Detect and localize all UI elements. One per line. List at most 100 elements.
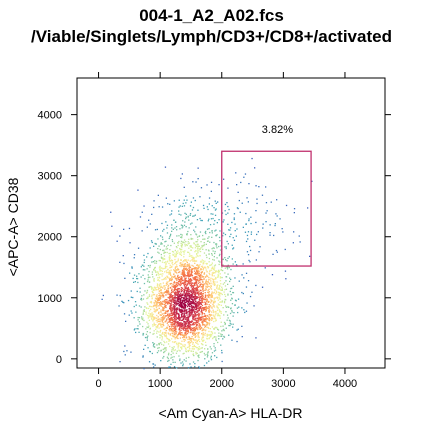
data-point bbox=[160, 323, 162, 325]
data-point bbox=[170, 233, 172, 235]
data-point bbox=[160, 324, 162, 326]
data-point bbox=[189, 283, 191, 285]
data-point bbox=[160, 349, 162, 351]
data-point bbox=[182, 202, 184, 205]
data-point bbox=[171, 341, 174, 343]
data-point bbox=[174, 349, 176, 351]
data-point bbox=[210, 213, 212, 215]
data-point bbox=[174, 299, 176, 302]
data-point bbox=[183, 266, 185, 268]
data-point bbox=[202, 318, 205, 320]
activated-gate[interactable] bbox=[221, 150, 312, 267]
data-point bbox=[178, 333, 180, 336]
data-point bbox=[152, 289, 155, 291]
data-point bbox=[173, 328, 175, 330]
data-point bbox=[151, 315, 153, 318]
data-point bbox=[213, 256, 215, 258]
data-point bbox=[198, 290, 200, 293]
data-point bbox=[208, 277, 210, 279]
data-point bbox=[178, 301, 180, 303]
data-point bbox=[217, 274, 219, 276]
data-point bbox=[146, 280, 149, 283]
data-point bbox=[217, 299, 219, 301]
data-point bbox=[206, 286, 208, 288]
data-point bbox=[171, 319, 173, 322]
data-point bbox=[154, 262, 156, 264]
data-point bbox=[174, 253, 176, 255]
data-point bbox=[176, 299, 178, 301]
data-point bbox=[202, 309, 205, 311]
data-point bbox=[180, 276, 182, 278]
data-point bbox=[153, 316, 155, 318]
data-point bbox=[123, 350, 125, 353]
data-point bbox=[206, 323, 209, 325]
data-point bbox=[169, 272, 171, 275]
data-point bbox=[189, 205, 192, 207]
data-point bbox=[206, 206, 208, 208]
data-point bbox=[192, 296, 194, 298]
data-point bbox=[175, 336, 178, 338]
data-point bbox=[241, 336, 243, 338]
data-point bbox=[180, 346, 182, 348]
data-point bbox=[211, 272, 213, 274]
data-point bbox=[181, 246, 183, 248]
data-point bbox=[174, 292, 176, 294]
data-point bbox=[196, 290, 198, 292]
data-point bbox=[192, 247, 194, 249]
data-point bbox=[200, 286, 202, 288]
data-point bbox=[190, 300, 192, 303]
data-point bbox=[163, 340, 165, 343]
data-point bbox=[184, 347, 187, 349]
data-point bbox=[207, 267, 209, 269]
data-point bbox=[198, 314, 200, 316]
data-point bbox=[206, 281, 208, 283]
data-point bbox=[169, 236, 171, 238]
data-point bbox=[208, 236, 210, 238]
data-point bbox=[225, 280, 227, 282]
data-point bbox=[182, 302, 185, 305]
data-point bbox=[200, 219, 202, 222]
data-point bbox=[182, 300, 184, 302]
data-point bbox=[196, 314, 198, 316]
data-point bbox=[166, 276, 168, 279]
data-point bbox=[181, 227, 183, 229]
data-point bbox=[210, 357, 212, 359]
data-point bbox=[196, 295, 198, 298]
data-point bbox=[158, 252, 160, 254]
data-point bbox=[185, 217, 187, 220]
data-point bbox=[162, 331, 164, 334]
data-point bbox=[279, 218, 281, 220]
data-point bbox=[178, 316, 180, 318]
data-point bbox=[205, 287, 207, 289]
data-point bbox=[214, 349, 217, 351]
data-point bbox=[170, 295, 172, 297]
data-point bbox=[185, 334, 187, 336]
data-point bbox=[181, 325, 183, 328]
data-point bbox=[230, 299, 232, 301]
data-point bbox=[190, 328, 193, 331]
data-point bbox=[151, 314, 153, 317]
data-point bbox=[184, 295, 186, 297]
data-point bbox=[211, 248, 213, 250]
data-point bbox=[233, 217, 235, 219]
data-point bbox=[158, 287, 160, 289]
data-point bbox=[176, 350, 178, 352]
data-point bbox=[185, 336, 188, 338]
data-point bbox=[233, 312, 235, 314]
data-point bbox=[206, 184, 208, 186]
data-point bbox=[188, 298, 190, 300]
data-point bbox=[167, 343, 170, 345]
data-point bbox=[169, 271, 171, 273]
data-point bbox=[192, 238, 194, 240]
data-point bbox=[188, 314, 190, 316]
data-point bbox=[186, 234, 188, 236]
data-point bbox=[195, 279, 197, 281]
data-point bbox=[174, 314, 176, 317]
data-point bbox=[185, 312, 187, 314]
data-point bbox=[215, 336, 217, 338]
data-point bbox=[208, 337, 210, 339]
data-point bbox=[179, 323, 181, 325]
data-point bbox=[174, 293, 176, 295]
data-point bbox=[211, 331, 213, 333]
